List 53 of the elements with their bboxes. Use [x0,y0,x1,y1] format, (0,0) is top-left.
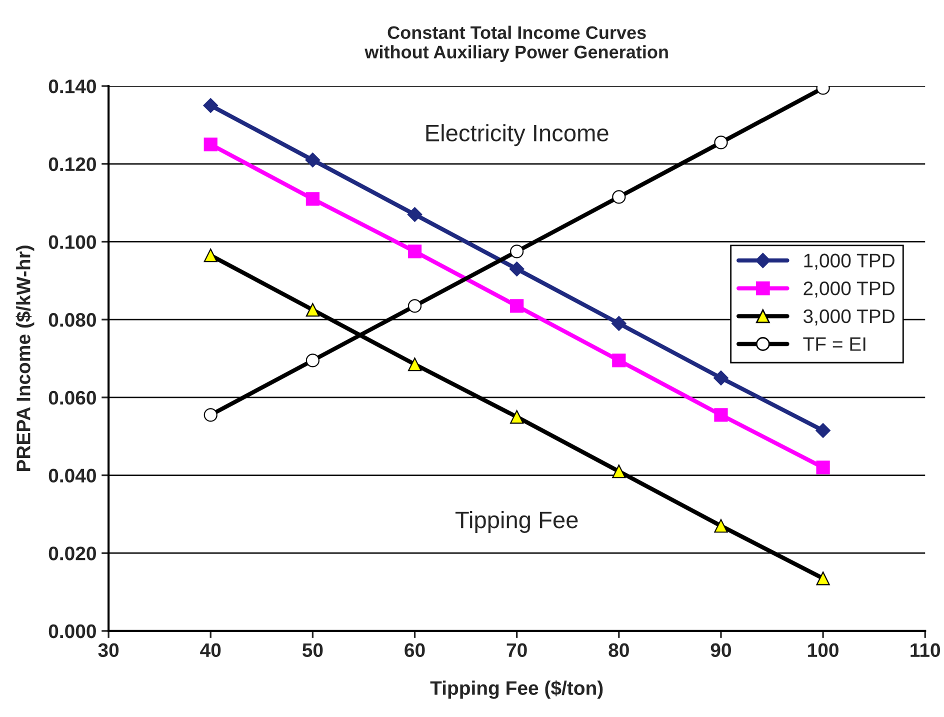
y-tick-label: 0.140 [48,80,96,94]
x-tick-label: 70 [506,643,527,658]
point [204,248,218,262]
point [510,410,524,424]
point [816,460,830,474]
point [204,408,218,422]
point [408,358,422,372]
point [612,354,626,368]
point [714,519,728,533]
point [612,464,626,478]
x-tick-label: 30 [98,643,119,658]
point [612,190,626,204]
point [306,354,320,368]
point [510,244,524,258]
legend-label: 2,000 TPD [804,282,894,298]
point [510,299,524,313]
y-tick-label: 0.060 [48,390,96,405]
point [407,207,422,222]
y-tick-label: 0.120 [48,157,96,172]
y-tick-label: 0.020 [48,546,96,560]
point [408,244,422,258]
y-tick-label: 0.040 [48,468,96,483]
legend-label: 3,000 TPD [804,309,894,326]
point [203,98,218,113]
x-axis-title: Tipping Fee ($/ton) [430,680,603,699]
x-tick-label: 90 [710,643,731,658]
chart-title: Constant Total Income Curves without Auxiliary Power Generation [364,26,668,62]
point [305,152,320,168]
x-tick-label: 60 [404,643,425,658]
x-tick-label: 40 [200,643,221,658]
point [816,572,830,586]
x-tick-label: 100 [808,643,838,658]
point [714,136,728,150]
point [714,408,728,422]
annotation: Tipping Fee [455,510,578,533]
point [509,262,524,276]
point [816,423,830,438]
point [611,316,626,331]
annotation: Electricity Income [426,124,608,146]
point [306,192,320,206]
y-tick-label: 0.100 [48,235,96,249]
y-tick-label: 0.000 [48,624,96,638]
x-tick-label: 80 [608,643,629,658]
legend-label: TF = EI [803,337,866,351]
y-tick-label: 0.080 [48,313,96,327]
y-axis-title: PREPA Income ($/kW-hr) [16,246,34,471]
x-tick-label: 110 [910,643,940,658]
point [204,138,218,152]
x-tick-label: 50 [302,643,323,658]
point [408,299,422,313]
point [306,303,320,317]
point [714,370,728,386]
legend-label: 1,000 TPD [804,254,894,270]
